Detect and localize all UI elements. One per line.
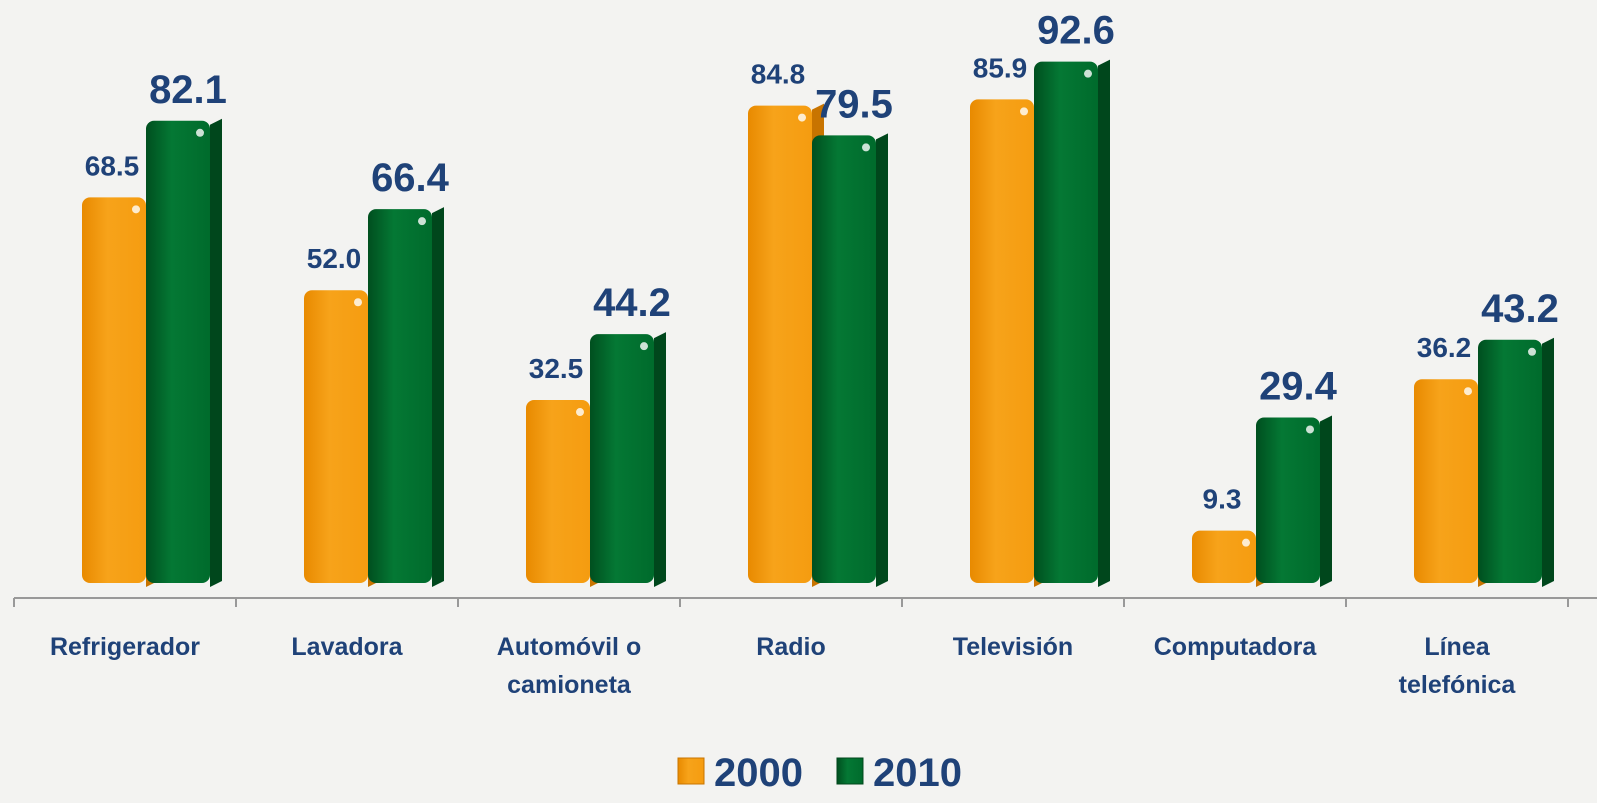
data-label: 66.4 <box>371 156 450 200</box>
bar <box>304 290 368 583</box>
data-label: 29.4 <box>1259 364 1338 408</box>
data-label: 44.2 <box>593 281 671 325</box>
bar-highlight <box>640 342 648 351</box>
bar-highlight <box>1020 107 1028 116</box>
bar-side <box>1098 59 1110 588</box>
legend-label: 2000 <box>714 751 803 795</box>
bar-highlight <box>196 128 204 137</box>
bar <box>970 99 1034 584</box>
bar-highlight <box>1528 347 1536 356</box>
bar-highlight <box>418 217 426 226</box>
bar-highlight <box>798 113 806 122</box>
bar-highlight <box>1464 387 1472 396</box>
bar-side <box>1320 415 1332 587</box>
legend-swatch <box>677 757 705 785</box>
bar <box>1478 339 1542 583</box>
bar <box>590 334 654 583</box>
bar <box>748 105 812 584</box>
legend-swatch <box>836 757 864 785</box>
x-tick-label: Computadora <box>1153 633 1317 661</box>
bar <box>1034 61 1098 584</box>
data-label: 82.1 <box>149 68 227 112</box>
bar-highlight <box>1242 538 1250 547</box>
bar <box>368 209 432 583</box>
bar-side <box>1542 337 1554 587</box>
bar-highlight <box>132 205 140 214</box>
x-tick-label: Automóvil o camioneta <box>496 633 642 699</box>
bar <box>526 400 590 583</box>
data-label: 9.3 <box>1203 484 1242 515</box>
x-tick-label: Refrigerador <box>49 633 201 661</box>
bar-highlight <box>1306 425 1314 434</box>
data-label: 36.2 <box>1417 332 1472 363</box>
data-label: 85.9 <box>973 52 1028 83</box>
bar-highlight <box>862 143 870 152</box>
bar <box>1414 379 1478 583</box>
legend-label: 2010 <box>873 751 962 795</box>
data-label: 52.0 <box>307 243 362 274</box>
data-label: 68.5 <box>85 150 140 181</box>
bar <box>146 120 210 583</box>
x-tick-label: Lavadora <box>291 633 403 661</box>
x-tick-label: Línea telefónica <box>1398 633 1516 699</box>
data-label: 79.5 <box>815 82 893 126</box>
bar-side <box>432 207 444 587</box>
data-label: 43.2 <box>1481 287 1559 331</box>
data-label: 92.6 <box>1037 9 1115 53</box>
bar-side <box>654 332 666 587</box>
bar <box>1256 417 1320 583</box>
bar-highlight <box>354 298 362 307</box>
x-tick-label: Televisión <box>952 633 1074 661</box>
bar <box>812 135 876 584</box>
bar-highlight <box>576 408 584 417</box>
bar-highlight <box>1084 69 1092 78</box>
bar <box>82 197 146 583</box>
data-label: 84.8 <box>751 59 806 90</box>
bar <box>1192 530 1256 583</box>
data-label: 32.5 <box>529 353 584 384</box>
bar-side <box>210 118 222 587</box>
x-tick-label: Radio <box>756 633 826 661</box>
bar-side <box>876 133 888 588</box>
